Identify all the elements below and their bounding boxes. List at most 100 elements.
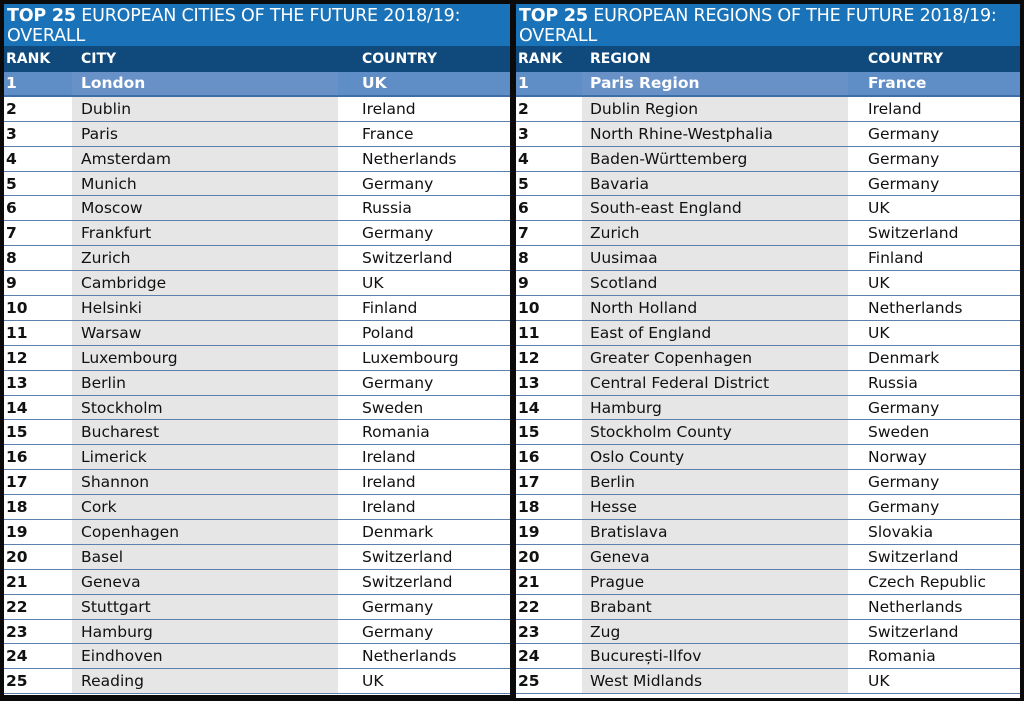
- table-row: 5 Munich Germany: [4, 171, 510, 197]
- table-row: 11 East of England UK: [516, 320, 1020, 346]
- name-cell: Stockholm County: [582, 420, 848, 445]
- rank-cell: 5: [6, 174, 17, 193]
- country-cell: Germany: [868, 124, 940, 143]
- country-cell: Germany: [362, 622, 434, 641]
- rank-cell: 8: [518, 249, 529, 268]
- rank-cell: 23: [6, 622, 28, 641]
- country-cell: Netherlands: [362, 149, 457, 168]
- table-row: 25 Reading UK: [4, 669, 510, 695]
- name-cell: Scotland: [582, 271, 848, 296]
- rank-cell: 11: [518, 323, 540, 342]
- table-row: 23 Zug Switzerland: [516, 619, 1020, 645]
- rank-cell: 13: [6, 373, 28, 392]
- rank-cell: 16: [518, 448, 540, 467]
- table-row: 10 North Holland Netherlands: [516, 296, 1020, 321]
- name-cell: Bratislava: [582, 520, 848, 544]
- name-cell: Eindhoven: [72, 644, 338, 669]
- country-cell: Germany: [868, 473, 940, 492]
- rank-cell: 19: [6, 522, 28, 541]
- rank-cell: 18: [518, 498, 540, 517]
- rank-cell: 4: [6, 149, 17, 168]
- name-cell: Berlin: [72, 370, 338, 395]
- name-cell: Helsinki: [72, 296, 338, 320]
- table-row: 23 Hamburg Germany: [4, 619, 510, 645]
- table-row: 7 Frankfurt Germany: [4, 221, 510, 247]
- name-cell: Cork: [72, 495, 338, 520]
- table-row: 3 North Rhine-Westphalia Germany: [516, 121, 1020, 147]
- country-cell: UK: [868, 274, 890, 293]
- cities-table-title: TOP 25 EUROPEAN CITIES OF THE FUTURE 201…: [4, 4, 510, 46]
- rank-cell: 21: [518, 572, 540, 591]
- title-bold: TOP 25: [519, 6, 588, 26]
- country-cell: Russia: [868, 373, 918, 392]
- table-body: 1 London UK 2 Dublin Ireland 3 Paris France 4 Amst…: [4, 72, 510, 695]
- rank-cell: 22: [518, 597, 540, 616]
- country-cell: Ireland: [362, 448, 416, 467]
- table-row: 22 Stuttgart Germany: [4, 594, 510, 620]
- header-city: CITY: [81, 51, 117, 67]
- table-row: 8 Zurich Switzerland: [4, 246, 510, 272]
- table-row: 21 Geneva Switzerland: [4, 569, 510, 595]
- rank-cell: 18: [6, 498, 28, 517]
- country-cell: Ireland: [362, 473, 416, 492]
- name-cell: București-Ilfov: [582, 644, 848, 669]
- rank-cell: 22: [6, 597, 28, 616]
- name-cell: Oslo County: [582, 445, 848, 470]
- country-cell: Switzerland: [868, 622, 959, 641]
- country-cell: Germany: [868, 498, 940, 517]
- table-row: 11 Warsaw Poland: [4, 320, 510, 346]
- country-cell: Netherlands: [362, 647, 457, 666]
- name-cell: Copenhagen: [72, 520, 338, 544]
- name-cell: Geneva: [72, 569, 338, 594]
- name-cell: Zug: [582, 619, 848, 644]
- rank-cell: 24: [6, 647, 28, 666]
- name-cell: Reading: [72, 669, 338, 694]
- country-cell: Switzerland: [362, 249, 453, 268]
- table-row: 18 Hesse Germany: [516, 495, 1020, 521]
- name-cell: Stockholm: [72, 395, 338, 420]
- country-cell: Germany: [362, 373, 434, 392]
- country-cell: Norway: [868, 448, 927, 467]
- regions-table-panel: TOP 25 EUROPEAN REGIONS OF THE FUTURE 20…: [516, 4, 1020, 698]
- rank-cell: 7: [518, 224, 529, 243]
- country-cell: Romania: [362, 423, 430, 442]
- name-cell: Zurich: [72, 246, 338, 271]
- country-cell: Germany: [868, 149, 940, 168]
- country-cell: France: [868, 74, 927, 93]
- country-cell: Denmark: [362, 522, 434, 541]
- table-row: 4 Baden-Württemberg Germany: [516, 146, 1020, 172]
- table-row: 6 Moscow Russia: [4, 196, 510, 222]
- name-cell: Prague: [582, 569, 848, 594]
- country-cell: UK: [868, 199, 890, 218]
- rank-cell: 12: [518, 348, 540, 367]
- rank-cell: 3: [6, 124, 17, 143]
- header-rank: RANK: [6, 51, 51, 67]
- table-row: 14 Stockholm Sweden: [4, 395, 510, 421]
- table-row: 4 Amsterdam Netherlands: [4, 146, 510, 172]
- country-cell: Switzerland: [868, 547, 959, 566]
- rank-cell: 2: [518, 99, 529, 118]
- country-cell: Luxembourg: [362, 348, 459, 367]
- rank-cell: 15: [6, 423, 28, 442]
- name-cell: Greater Copenhagen: [582, 345, 848, 370]
- title-bold: TOP 25: [7, 6, 76, 26]
- name-cell: Dublin Region: [582, 96, 848, 121]
- table-row: 2 Dublin Region Ireland: [516, 96, 1020, 122]
- country-cell: Ireland: [362, 498, 416, 517]
- rank-cell: 1: [518, 74, 529, 93]
- header-region: REGION: [590, 51, 651, 67]
- rank-cell: 5: [518, 174, 529, 193]
- country-cell: Switzerland: [362, 572, 453, 591]
- name-cell: South-east England: [582, 196, 848, 221]
- table-row: 12 Greater Copenhagen Denmark: [516, 345, 1020, 371]
- country-cell: Denmark: [868, 348, 940, 367]
- name-cell: Baden-Württemberg: [582, 146, 848, 171]
- rank-cell: 7: [6, 224, 17, 243]
- name-cell: Paris Region: [582, 72, 848, 95]
- table-row: 2 Dublin Ireland: [4, 96, 510, 122]
- rank-cell: 17: [6, 473, 28, 492]
- table-row: 10 Helsinki Finland: [4, 296, 510, 321]
- name-cell: Hesse: [582, 495, 848, 520]
- country-cell: Germany: [362, 174, 434, 193]
- table-row: 13 Central Federal District Russia: [516, 370, 1020, 396]
